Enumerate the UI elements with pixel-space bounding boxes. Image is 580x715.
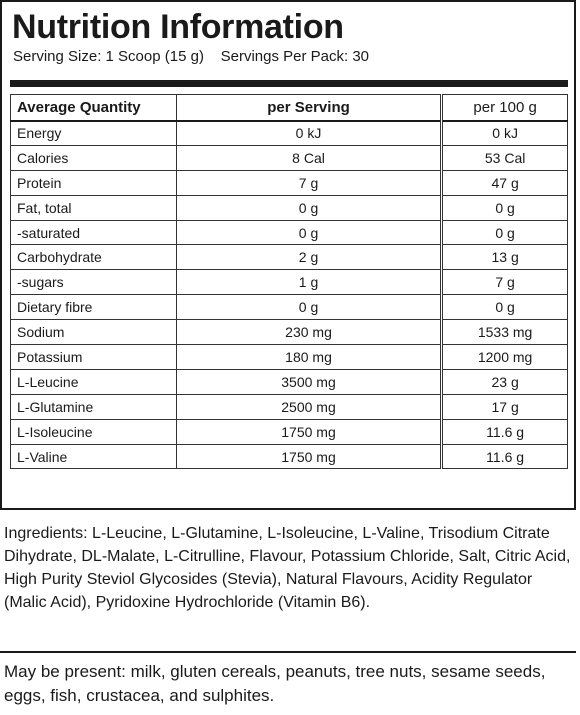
per-serving-value: 1750 mg: [175, 418, 443, 445]
per-serving-value: 230 mg: [175, 319, 443, 346]
nutrient-name: Fat, total: [10, 194, 177, 221]
nutrient-name: Carbohydrate: [10, 244, 177, 271]
table-row: L-Isoleucine 1750 mg 11.6 g: [10, 418, 568, 445]
table-row: -saturated 0 g 0 g: [10, 219, 568, 246]
table-row: L-Valine 1750 mg 11.6 g: [10, 443, 568, 470]
per-100g-value: 1200 mg: [440, 344, 568, 370]
nutrient-name: L-Glutamine: [10, 393, 177, 420]
table-row: Sodium 230 mg 1533 mg: [10, 319, 568, 346]
table-row: L-Glutamine 2500 mg 17 g: [10, 393, 568, 420]
per-100g-value: 0 g: [440, 294, 568, 321]
table-row: Energy 0 kJ 0 kJ: [10, 120, 568, 146]
per-100g-value: 11.6 g: [440, 443, 568, 470]
nutrient-name: L-Leucine: [10, 368, 177, 395]
nutrient-name: L-Isoleucine: [10, 418, 177, 445]
section-divider: [0, 651, 576, 653]
per-100g-value: 23 g: [440, 368, 568, 395]
per-100g-value: 0 kJ: [440, 120, 568, 146]
table-row: Carbohydrate 2 g 13 g: [10, 244, 568, 271]
per-100g-value: 47 g: [440, 169, 568, 196]
per-serving-value: 3500 mg: [175, 368, 443, 395]
header-per-100g: per 100 g: [440, 94, 568, 122]
nutrient-name: Calories: [10, 144, 177, 171]
serving-info: Serving Size: 1 Scoop (15 g) Servings Pe…: [13, 48, 370, 65]
per-100g-value: 0 g: [440, 194, 568, 221]
nutrient-name: -saturated: [10, 219, 177, 246]
header-per-serving: per Serving: [175, 94, 443, 122]
per-serving-value: 180 mg: [175, 344, 443, 370]
nutrient-name: Protein: [10, 169, 177, 196]
per-serving-value: 0 g: [175, 294, 443, 321]
per-serving-value: 2 g: [175, 244, 443, 271]
ingredients-text: Ingredients: L-Leucine, L-Glutamine, L-I…: [4, 525, 571, 611]
panel-title: Nutrition Information: [12, 8, 344, 46]
per-100g-value: 1533 mg: [440, 319, 568, 346]
per-serving-value: 1 g: [175, 269, 443, 296]
nutrition-table: Average Quantity per Serving per 100 g E…: [10, 94, 568, 470]
per-100g-value: 13 g: [440, 244, 568, 271]
per-serving-value: 7 g: [175, 169, 443, 196]
nutrient-name: Dietary fibre: [10, 294, 177, 321]
nutrient-name: Potassium: [10, 344, 177, 370]
nutrient-name: Energy: [10, 120, 177, 146]
table-row: Fat, total 0 g 0 g: [10, 194, 568, 221]
per-100g-value: 7 g: [440, 269, 568, 296]
per-serving-value: 8 Cal: [175, 144, 443, 171]
per-100g-value: 11.6 g: [440, 418, 568, 445]
per-100g-value: 53 Cal: [440, 144, 568, 171]
table-row: Potassium 180 mg 1200 mg: [10, 344, 568, 370]
table-row: L-Leucine 3500 mg 23 g: [10, 368, 568, 395]
per-serving-value: 2500 mg: [175, 393, 443, 420]
per-serving-value: 1750 mg: [175, 443, 443, 470]
nutrient-name: -sugars: [10, 269, 177, 296]
header-average-quantity: Average Quantity: [10, 94, 177, 122]
table-header-row: Average Quantity per Serving per 100 g: [10, 94, 568, 122]
title-rule: [10, 80, 568, 87]
per-100g-value: 17 g: [440, 393, 568, 420]
table-row: -sugars 1 g 7 g: [10, 269, 568, 296]
nutrient-name: Sodium: [10, 319, 177, 346]
table-row: Calories 8 Cal 53 Cal: [10, 144, 568, 171]
per-100g-value: 0 g: [440, 219, 568, 246]
nutrition-panel: Nutrition Information Serving Size: 1 Sc…: [0, 0, 576, 510]
table-row: Protein 7 g 47 g: [10, 169, 568, 196]
table-row: Dietary fibre 0 g 0 g: [10, 294, 568, 321]
per-serving-value: 0 g: [175, 219, 443, 246]
nutrient-name: L-Valine: [10, 443, 177, 470]
per-serving-value: 0 kJ: [175, 120, 443, 146]
per-serving-value: 0 g: [175, 194, 443, 221]
allergen-statement: May be present: milk, gluten cereals, pe…: [4, 662, 546, 705]
